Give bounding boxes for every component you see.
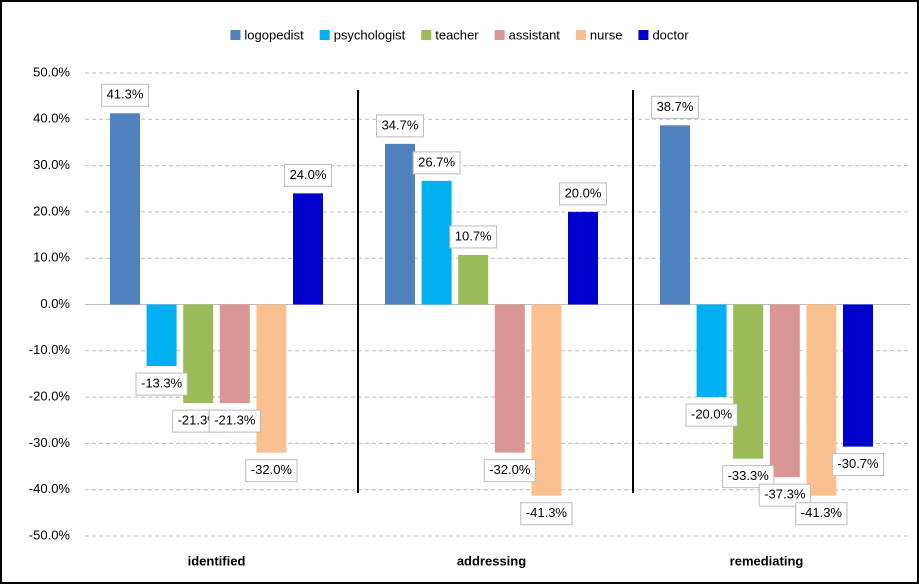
data-label-box: [376, 114, 424, 138]
bar: [110, 113, 140, 305]
bar: [494, 304, 525, 453]
data-label-box: [722, 465, 775, 489]
legend-swatch: [421, 30, 432, 40]
y-tick-label: -50.0%: [29, 527, 71, 542]
x-tick-label: addressing: [457, 553, 526, 568]
data-label: 10.7%: [455, 228, 492, 243]
legend-swatch: [575, 30, 586, 40]
data-label: -37.3%: [764, 487, 806, 502]
legend-label: doctor: [652, 27, 689, 42]
data-label-box: [284, 163, 332, 187]
data-label-box: [651, 95, 699, 119]
bar: [660, 125, 690, 305]
legend-swatch: [638, 30, 649, 40]
data-label-box: [795, 502, 848, 526]
bar: [843, 304, 873, 447]
bar: [806, 304, 837, 496]
bar: [458, 254, 489, 305]
legend-label: assistant: [509, 27, 561, 42]
data-label: 26.7%: [418, 154, 455, 169]
legend-label: nurse: [590, 27, 623, 42]
legend-swatch: [494, 30, 505, 40]
y-tick-label: 20.0%: [33, 203, 70, 218]
data-label-box: [412, 151, 461, 175]
data-label: 24.0%: [290, 167, 327, 182]
y-tick-label: 0.0%: [40, 296, 70, 311]
y-tick-label: 50.0%: [33, 64, 70, 79]
data-label: 20.0%: [565, 185, 602, 200]
x-tick-label: remediating: [730, 553, 804, 568]
legend-swatch: [319, 30, 330, 40]
bar: [219, 304, 250, 404]
data-label-box: [831, 453, 885, 477]
data-label-box: [559, 182, 607, 206]
data-label-box: [101, 83, 149, 107]
data-label: -41.3%: [801, 505, 843, 520]
bar: [696, 304, 727, 398]
data-label: 34.7%: [382, 117, 419, 132]
legend-swatch: [230, 30, 241, 40]
bar: [421, 180, 452, 305]
bar: [183, 304, 214, 404]
data-label: -30.7%: [837, 456, 879, 471]
data-label-box: [135, 372, 188, 396]
bar: [293, 193, 323, 305]
bar: [256, 304, 287, 453]
data-label-box: [520, 502, 573, 526]
bar: [531, 304, 562, 496]
y-tick-label: -40.0%: [29, 481, 71, 496]
bar: [568, 211, 598, 305]
y-tick-label: 30.0%: [33, 157, 70, 172]
data-label: -21.3%: [214, 413, 256, 428]
data-label-box: [758, 483, 811, 507]
data-label-box: [685, 403, 738, 427]
data-label: -13.3%: [141, 376, 183, 391]
legend-label: psychologist: [334, 27, 406, 42]
y-tick-label: -10.0%: [29, 342, 71, 357]
y-tick-label: 10.0%: [33, 250, 70, 265]
data-label: 38.7%: [657, 99, 694, 114]
y-tick-label: -20.0%: [29, 389, 71, 404]
data-label: -33.3%: [728, 468, 770, 483]
data-label: 41.3%: [107, 87, 144, 102]
y-tick-label: -30.0%: [29, 435, 71, 450]
data-label-box: [483, 459, 536, 483]
legend-label: teacher: [435, 27, 479, 42]
data-label-box: [449, 225, 498, 249]
bar: [385, 143, 415, 305]
data-label: -32.0%: [251, 462, 293, 477]
data-label-box: [245, 459, 298, 483]
legend-label: logopedist: [244, 27, 304, 42]
bar: [146, 304, 177, 367]
bar: [769, 304, 800, 478]
data-label-box: [208, 409, 261, 433]
x-tick-label: identified: [188, 553, 246, 568]
data-label: -41.3%: [526, 505, 568, 520]
bar: [733, 304, 764, 459]
data-label: -20.0%: [691, 407, 733, 422]
y-tick-label: 40.0%: [33, 111, 70, 126]
data-label: -32.0%: [489, 462, 531, 477]
